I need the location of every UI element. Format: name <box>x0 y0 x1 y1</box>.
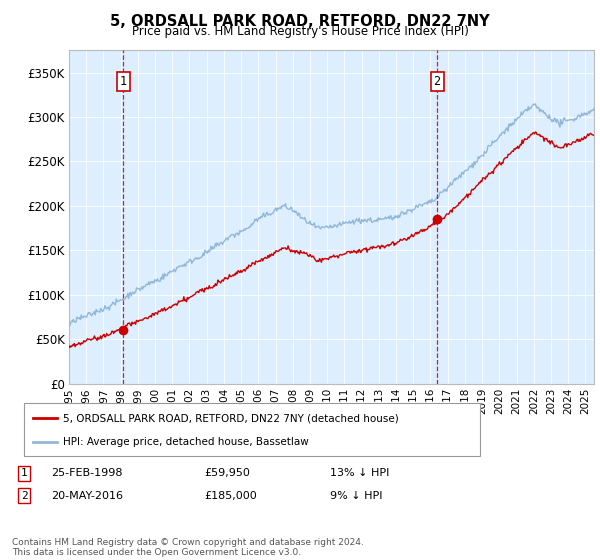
Text: 5, ORDSALL PARK ROAD, RETFORD, DN22 7NY (detached house): 5, ORDSALL PARK ROAD, RETFORD, DN22 7NY … <box>63 413 399 423</box>
Text: 2: 2 <box>20 491 28 501</box>
Text: Contains HM Land Registry data © Crown copyright and database right 2024.
This d: Contains HM Land Registry data © Crown c… <box>12 538 364 557</box>
Text: 1: 1 <box>20 468 28 478</box>
Text: 20-MAY-2016: 20-MAY-2016 <box>51 491 123 501</box>
Text: 25-FEB-1998: 25-FEB-1998 <box>51 468 122 478</box>
Text: 2: 2 <box>433 75 440 88</box>
Text: HPI: Average price, detached house, Bassetlaw: HPI: Average price, detached house, Bass… <box>63 436 309 446</box>
Text: 13% ↓ HPI: 13% ↓ HPI <box>330 468 389 478</box>
Text: £59,950: £59,950 <box>204 468 250 478</box>
Text: 5, ORDSALL PARK ROAD, RETFORD, DN22 7NY: 5, ORDSALL PARK ROAD, RETFORD, DN22 7NY <box>110 14 490 29</box>
Text: Price paid vs. HM Land Registry's House Price Index (HPI): Price paid vs. HM Land Registry's House … <box>131 25 469 38</box>
Text: £185,000: £185,000 <box>204 491 257 501</box>
Text: 9% ↓ HPI: 9% ↓ HPI <box>330 491 383 501</box>
Text: 1: 1 <box>119 75 127 88</box>
